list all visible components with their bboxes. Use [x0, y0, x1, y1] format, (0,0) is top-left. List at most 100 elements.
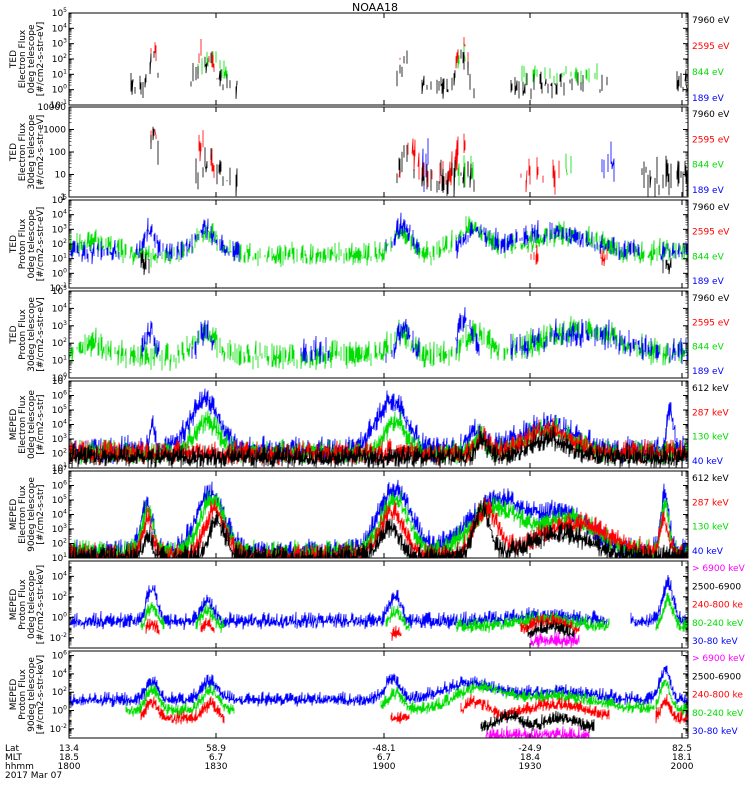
tick-exponent: 4 [63, 509, 67, 516]
legend-entry: 30-80 keV [692, 727, 738, 737]
tick-base: 10 [52, 269, 64, 279]
tick-base: 10 [52, 613, 64, 623]
tick-base: 10 [52, 322, 64, 332]
y-axis-label-line: 0deg telescope [27, 390, 37, 460]
y-tick-label: 103 [52, 38, 67, 50]
legend-entry: 2595 eV [692, 228, 730, 238]
y-tick-label: 1 [60, 193, 66, 203]
y-tick-label: 103 [52, 320, 67, 332]
panel-frame [68, 12, 689, 106]
tick-exponent: 1 [63, 355, 67, 362]
series-5-black [69, 426, 688, 468]
mlt-value: 18.4 [520, 753, 540, 763]
tick-exponent: 6 [63, 650, 67, 657]
legend-entry: 240-800 ke [692, 691, 743, 701]
tick-base: 10 [52, 196, 64, 206]
y-tick-label: 102 [52, 238, 67, 250]
y-tick-label: 105 [52, 285, 67, 297]
tick-exponent: 2 [63, 686, 67, 693]
series-6-green [69, 490, 688, 558]
tick-base: 10 [52, 482, 64, 492]
series-3-red [530, 244, 608, 267]
y-axis-label-line: 0deg telescope [27, 209, 37, 279]
tick-base: 10 [50, 101, 62, 111]
y-axis-label-line: [#/cm2-s-str] [36, 484, 46, 544]
tick-exponent: 2 [63, 337, 67, 344]
legend-entry: 189 eV [692, 186, 725, 196]
mlt-value: 6.7 [377, 753, 391, 763]
tick-exponent: -1 [61, 282, 67, 289]
y-axis-label-line: 90deg telescope [27, 477, 37, 552]
tick-exponent: 1 [63, 462, 67, 469]
lat-value: 82.5 [672, 744, 692, 754]
y-axis-label-line: MEPED [9, 409, 19, 441]
series-3-black [140, 250, 672, 276]
legend-entry: 30-80 keV [692, 637, 738, 647]
legend-entry: 189 eV [692, 277, 725, 287]
tick-exponent: 0 [63, 84, 67, 91]
axis-row-label: hhmm [5, 762, 34, 772]
y-tick-label: 10-2 [50, 723, 68, 735]
legend-entry: 240-800 ke [692, 601, 743, 611]
tick-exponent: 2 [63, 448, 67, 455]
y-tick-label: 107 [52, 375, 67, 387]
y-axis-label-line: 30deg telescope [27, 297, 37, 372]
y-tick-label: 10-2 [50, 632, 68, 644]
y-axis-label-line: [#/cm2-s-str-keV] [36, 655, 46, 734]
tick-base: 10 [52, 377, 64, 387]
tick-exponent: 7 [63, 465, 67, 472]
legend-entry: 7960 eV [692, 110, 730, 120]
lat-value: 58.9 [206, 744, 226, 754]
legend-entry: 612 keV [692, 474, 729, 484]
tick-base: 10 [52, 339, 64, 349]
tick-exponent: 0 [63, 372, 67, 379]
legend-entry: > 6900 keV [692, 654, 746, 664]
series-8-red [140, 694, 688, 725]
legend-entry: 2595 eV [692, 135, 730, 145]
y-tick-label: 105 [52, 194, 67, 206]
legend-entry: 844 eV [692, 161, 725, 171]
y-axis-label-line: Electron Flux [18, 122, 28, 181]
tick-base: 10 [52, 304, 64, 314]
tick-base: 10 [52, 9, 64, 19]
tick-exponent: 5 [63, 494, 67, 501]
y-axis-label-line: [#/cm2-s-str-eV] [36, 297, 46, 372]
legend-entry: 189 eV [692, 367, 725, 377]
y-tick-label: 101 [52, 552, 67, 564]
y-axis-label-line: Electron Flux [18, 29, 28, 88]
y-tick-label: 10000 [37, 103, 66, 113]
y-tick-label: 1000 [43, 126, 66, 136]
y-axis-label-line: Electron Flux [18, 395, 28, 454]
y-tick-label: 102 [52, 337, 67, 349]
panel-frame [68, 199, 689, 289]
tick-exponent: 0 [63, 611, 67, 618]
y-tick-label: 104 [52, 419, 67, 431]
time-tick-label: 2000 [671, 762, 694, 772]
tick-base: 10 [52, 496, 64, 506]
tick-exponent: -2 [61, 632, 67, 639]
legend-entry: 189 eV [692, 94, 725, 104]
y-axis-label-line: [#/cm2-s-str] [36, 394, 46, 454]
y-axis-label-line: Proton Flux [18, 309, 28, 360]
time-tick-label: 1800 [58, 762, 81, 772]
lat-value: 13.4 [59, 744, 79, 754]
y-tick-label: 106 [52, 650, 67, 662]
tick-base: 10 [52, 86, 64, 96]
legend-entry: 7960 eV [692, 203, 730, 213]
tick-base: 10 [52, 287, 64, 297]
y-tick-label: 10-1 [50, 282, 68, 294]
tick-exponent: 5 [63, 404, 67, 411]
series-3-green [69, 216, 688, 268]
series-4-green [69, 316, 688, 372]
series-4-blue [141, 307, 688, 365]
y-tick-label: 100 [52, 267, 67, 279]
tick-exponent: -1 [61, 99, 67, 106]
y-tick-label: 101 [52, 462, 67, 474]
legend-entry: 612 keV [692, 384, 729, 394]
panel-frame [68, 106, 689, 198]
tick-exponent: 3 [63, 223, 67, 230]
tick-exponent: 3 [63, 320, 67, 327]
y-axis-label-line: [#/cm2-s-str-eV] [36, 115, 46, 190]
